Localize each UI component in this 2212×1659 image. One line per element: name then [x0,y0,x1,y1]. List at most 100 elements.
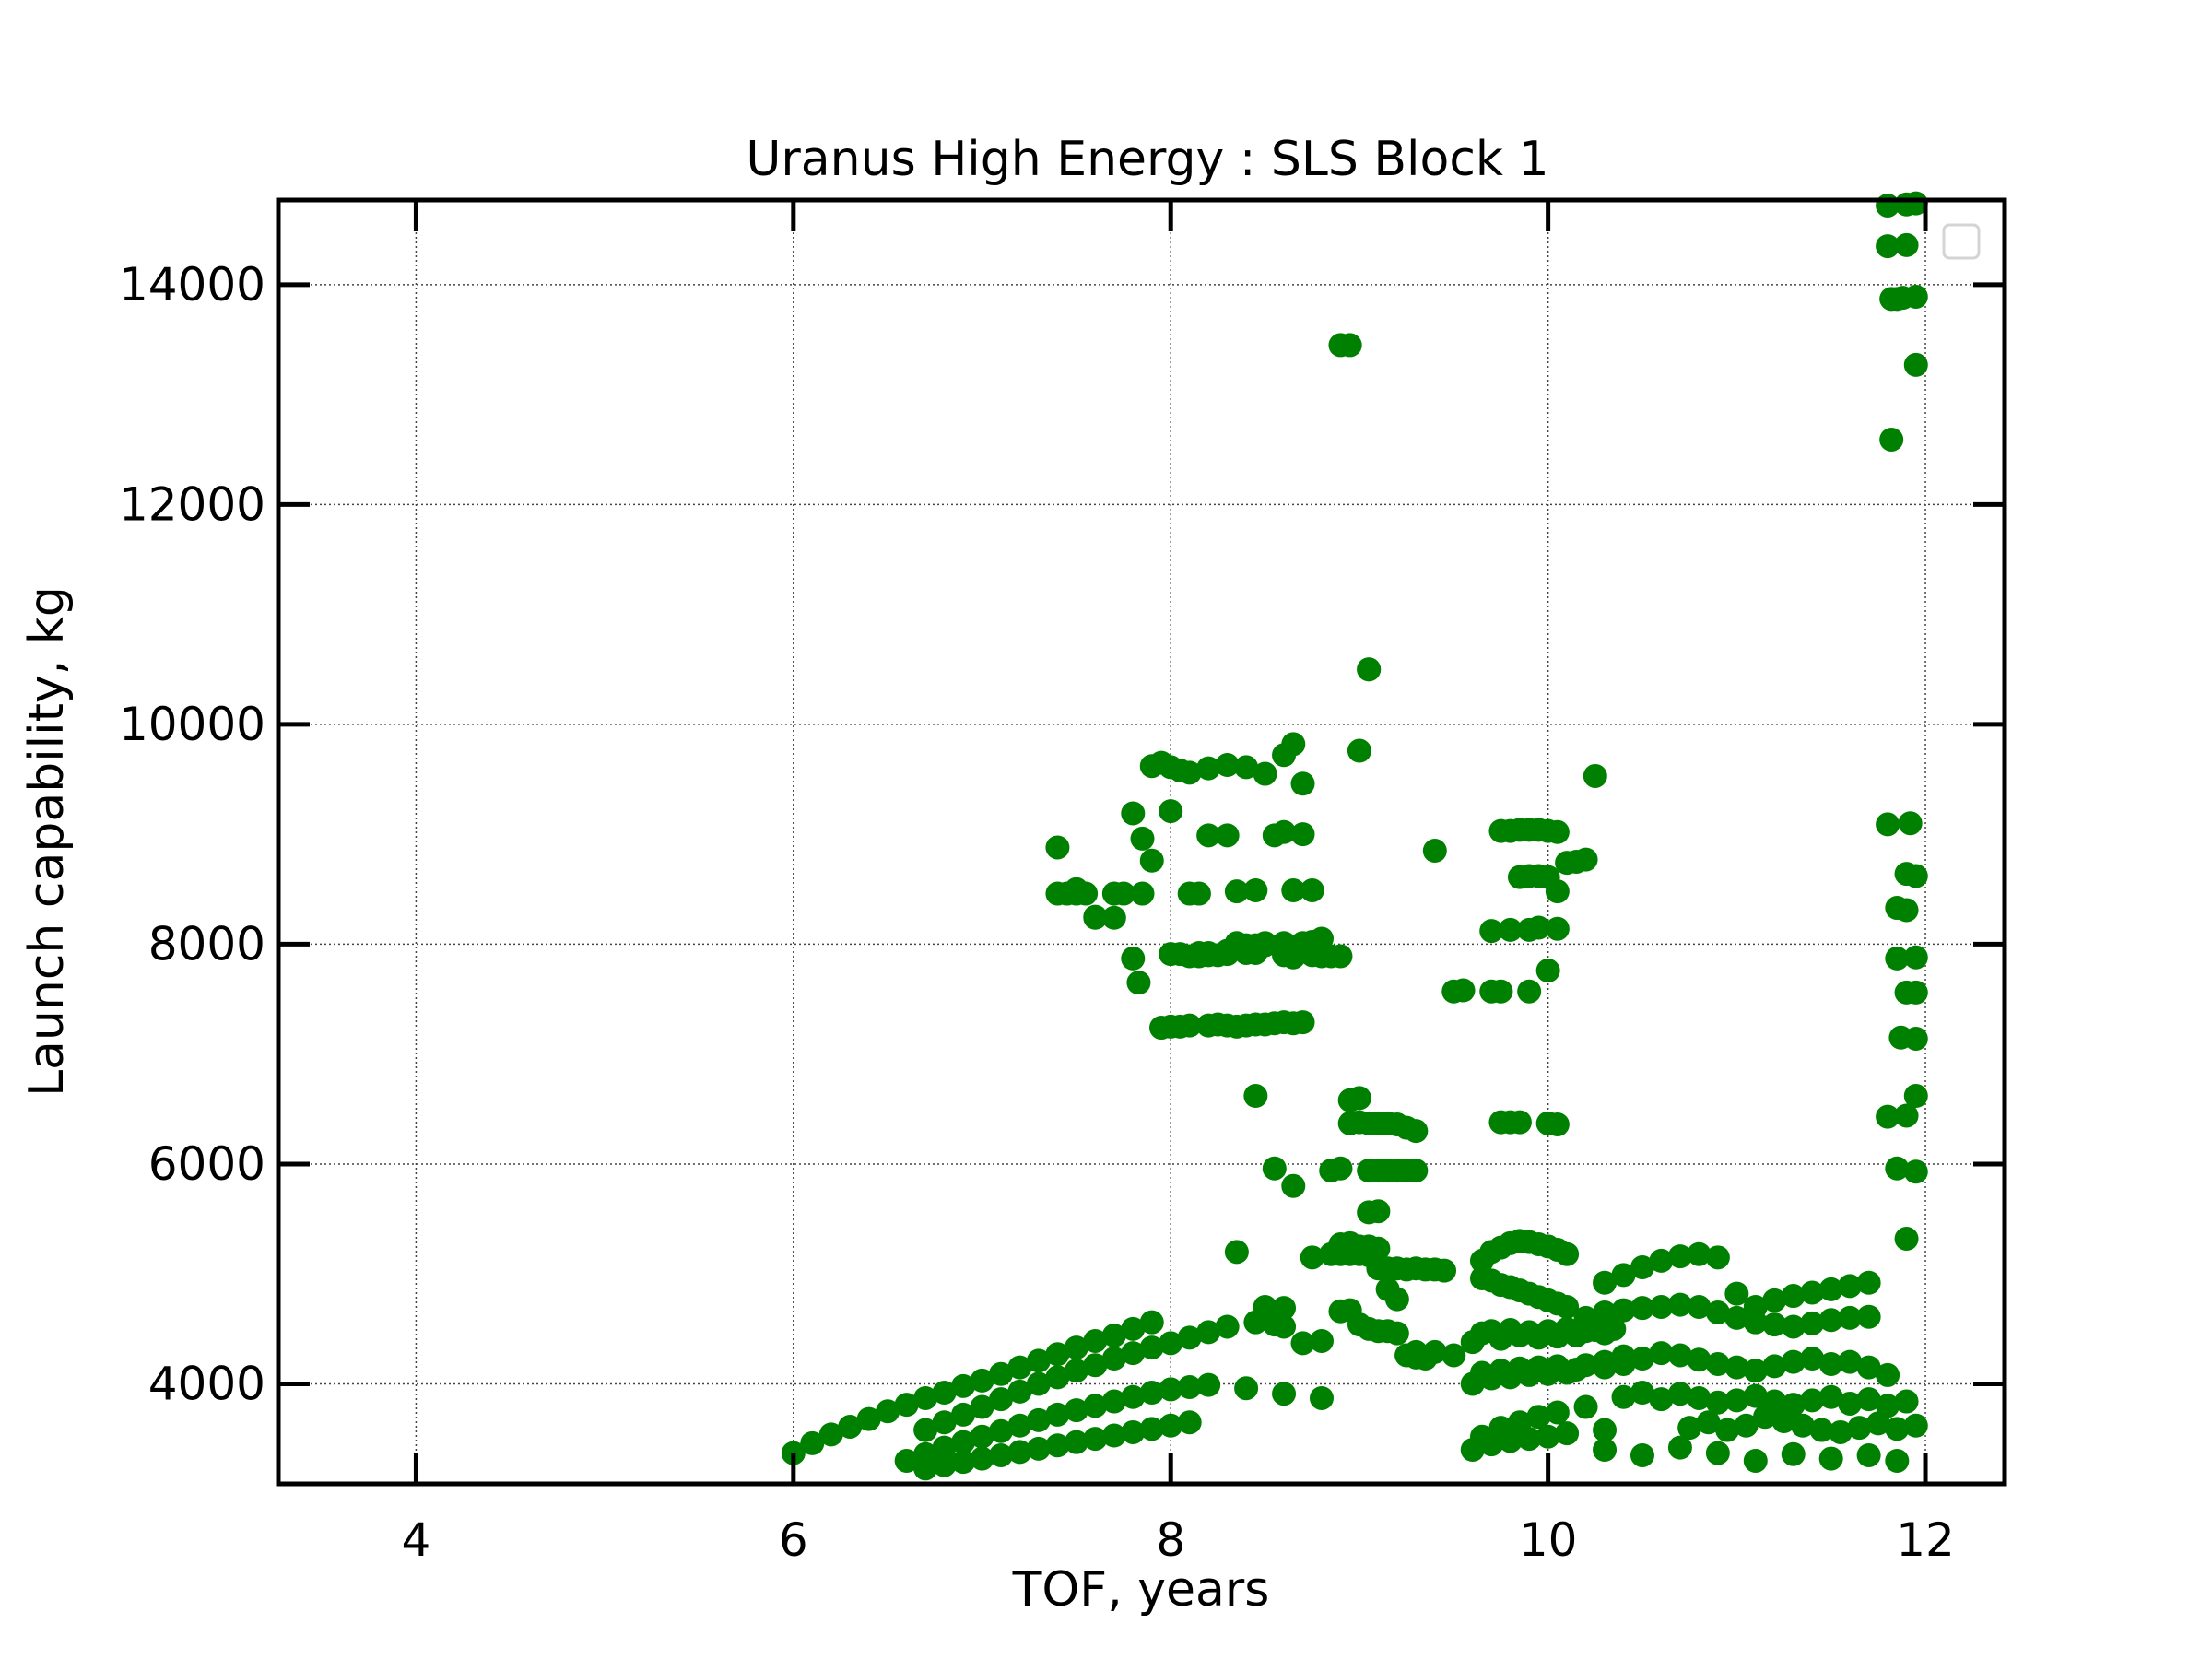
data-point [1800,1311,1825,1335]
data-point [876,1399,900,1424]
data-point [1272,1382,1297,1406]
data-point [1687,1347,1712,1372]
y-tick-label: 8000 [148,917,265,971]
data-point [1281,877,1306,902]
data-point [970,1424,994,1449]
data-point [1215,1314,1240,1339]
data-point [1121,801,1146,826]
data-point [1903,191,1928,216]
data-point [1507,1110,1532,1135]
data-point [1856,1387,1881,1412]
data-point [1384,1321,1409,1346]
data-point [1243,1310,1268,1335]
data-point [1838,1349,1863,1374]
data-point [1865,1411,1890,1436]
data-point [1126,971,1151,995]
data-point [1903,1159,1928,1184]
data-point [1517,1427,1542,1452]
data-point [1121,1384,1146,1409]
data-point [1234,1376,1259,1401]
data-point [1828,1419,1853,1444]
data-point [1281,1173,1306,1198]
data-point [1290,1331,1315,1356]
data-point [1064,1359,1088,1383]
data-point [1885,1417,1910,1441]
data-point [1319,1159,1344,1183]
data-point [1800,1280,1825,1305]
data-point [1498,917,1523,942]
data-point [1186,881,1211,906]
data-point [988,1361,1013,1386]
data-point [1074,881,1099,906]
data-point [1045,1342,1070,1367]
data-point [1007,1440,1032,1465]
data-point [1139,1381,1164,1406]
data-point [1847,1416,1872,1441]
data-point [1545,916,1570,941]
data-point [1177,1375,1202,1400]
data-point [1724,1388,1749,1413]
data-point [1762,1354,1787,1379]
data-point [1177,760,1202,785]
data-point [1272,1314,1297,1339]
data-point [1856,1304,1881,1329]
data-point [1903,1083,1928,1108]
data-point [1215,753,1240,778]
data-point [1498,1429,1523,1453]
data-point [1903,352,1928,377]
x-tick-label: 4 [402,1513,431,1567]
data-point [1535,959,1560,983]
data-point [1404,1159,1429,1183]
data-point [1451,978,1476,1003]
data-point [932,1410,957,1435]
data-point [1045,1402,1070,1427]
data-point [1838,1305,1863,1330]
data-point [1687,1241,1712,1266]
data-point [932,1453,957,1477]
data-point [1064,1398,1088,1423]
data-point [1234,755,1259,780]
data-point [1667,1343,1692,1368]
data-point [1809,1418,1834,1442]
data-point [1413,1347,1438,1371]
data-point [1121,1341,1146,1366]
data-point [1545,879,1570,904]
data-point [1196,823,1221,848]
data-point [1687,1294,1712,1319]
data-point [1724,1305,1749,1330]
data-point [970,1368,994,1393]
data-point [1101,1323,1126,1347]
data-point [1781,1314,1806,1339]
data-point [1630,1296,1654,1321]
data-point [1196,756,1221,781]
data-point [1743,1359,1768,1383]
x-tick-label: 8 [1156,1513,1185,1567]
data-point [1026,1407,1051,1432]
data-point [1309,1385,1334,1410]
data-point [1555,1241,1580,1266]
data-point [1838,1274,1863,1299]
data-point [1121,1419,1146,1444]
data-point [1705,1352,1730,1377]
data-point [1007,1379,1032,1404]
data-point [1535,1424,1560,1449]
data-point [1876,812,1900,837]
data-point [1894,1389,1919,1414]
data-point [1272,931,1297,956]
data-point [1290,822,1315,847]
data-point [1224,879,1249,904]
data-point [1876,1104,1900,1129]
data-point [1139,1417,1164,1441]
x-tick-label: 6 [779,1513,808,1567]
x-tick-label: 12 [1896,1513,1955,1567]
data-point [1885,946,1910,971]
x-axis-label: TOF, years [1012,1562,1270,1618]
data-point [1762,1312,1787,1337]
data-point [1677,1416,1702,1441]
data-point [1583,763,1607,788]
data-point [1545,1112,1570,1137]
data-point [1573,1394,1598,1419]
data-point [1083,1394,1108,1418]
data-point [1705,1300,1730,1324]
